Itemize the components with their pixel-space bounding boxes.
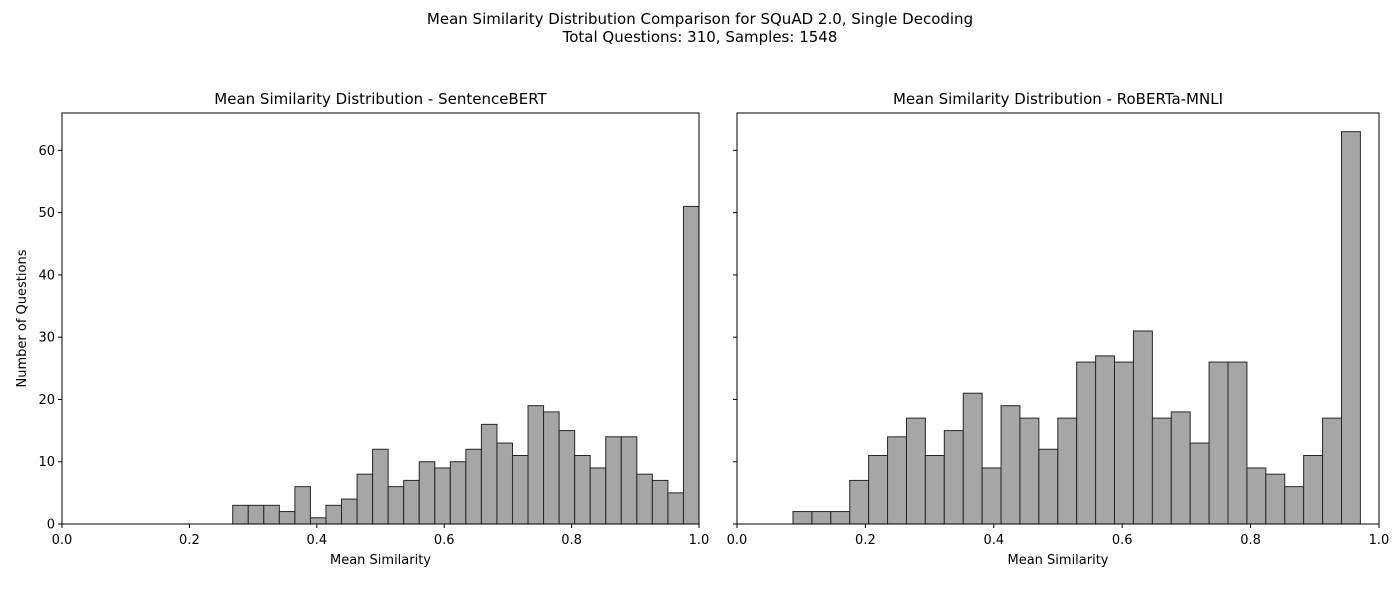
- histogram-bar: [434, 467, 451, 525]
- x-tick-label: 0.2: [179, 533, 200, 548]
- y-tick-label: 20: [38, 393, 55, 408]
- figure-title-line2: Total Questions: 310, Samples: 1548: [562, 28, 838, 46]
- histogram-bar: [511, 455, 529, 525]
- histogram-bar: [278, 511, 296, 525]
- histogram-bar: [1227, 361, 1248, 525]
- x-tick-label: 0.2: [855, 533, 876, 548]
- histogram-bar: [1303, 455, 1324, 525]
- histogram-bar: [480, 423, 498, 525]
- histogram-bar: [849, 479, 870, 525]
- histogram-bar: [792, 511, 813, 525]
- histogram-bar: [418, 461, 436, 525]
- histogram-bar: [1265, 473, 1286, 525]
- x-tick-label: 0.8: [561, 533, 582, 548]
- histogram-bar: [247, 504, 265, 525]
- histogram-bar: [1057, 417, 1078, 525]
- histogram-bar: [1038, 448, 1059, 525]
- histogram-bar: [387, 486, 405, 525]
- histogram-bar: [1113, 361, 1134, 525]
- histogram-panel-sentencebert: 0.0 0.2 0.4 0.6 0.8 1.0 0 10 20 30 40 50 60 Mean Simi…: [15, 90, 709, 568]
- histogram-bar: [574, 455, 591, 525]
- histogram-bar: [1095, 355, 1115, 525]
- x-tick-label: 0.0: [52, 533, 73, 548]
- histogram-bar: [1189, 442, 1210, 525]
- histogram-bar: [830, 511, 851, 525]
- histogram-bar: [1000, 405, 1021, 525]
- histogram-bar: [1246, 467, 1267, 525]
- histogram-bar: [943, 430, 964, 525]
- histogram-bar: [325, 504, 343, 525]
- x-axis-label: Mean Similarity: [1007, 553, 1108, 568]
- histogram-bar: [465, 448, 482, 525]
- x-tick-label: 0.0: [727, 533, 748, 548]
- histogram-bar: [543, 411, 560, 525]
- histogram-bar: [1151, 417, 1172, 525]
- x-tick-label: 0.6: [1112, 533, 1133, 548]
- histogram-bar: [981, 467, 1002, 525]
- y-tick-label: 0: [47, 518, 55, 533]
- x-tick-label: 1.0: [1369, 533, 1390, 548]
- histogram-bar: [1208, 361, 1229, 525]
- figure-title-line1: Mean Similarity Distribution Comparison …: [426, 10, 974, 28]
- histogram-bar: [620, 436, 638, 525]
- histogram-bar: [651, 479, 669, 525]
- histogram-bar: [682, 205, 700, 525]
- x-tick-label: 0.4: [306, 533, 327, 548]
- x-tick-label: 0.4: [983, 533, 1004, 548]
- histogram-bar: [589, 467, 607, 525]
- histogram-bar: [811, 511, 832, 525]
- x-tick-label: 0.6: [434, 533, 455, 548]
- histogram-bar: [1284, 486, 1305, 525]
- y-tick-label: 10: [38, 455, 55, 470]
- histogram-bar: [1170, 411, 1191, 525]
- panel-title: Mean Similarity Distribution - RoBERTa-M…: [893, 90, 1223, 108]
- x-axis-label: Mean Similarity: [330, 553, 431, 568]
- plot-area-frame: [736, 112, 1380, 525]
- histogram-bar: [868, 455, 889, 525]
- histogram-bar: [356, 473, 374, 525]
- y-tick-label: 50: [38, 206, 55, 221]
- histogram-bar: [527, 405, 545, 525]
- histogram-bar: [309, 517, 327, 525]
- plot-area-frame: [61, 112, 700, 525]
- histogram-bar: [605, 436, 622, 525]
- histogram-bar: [1341, 131, 1361, 525]
- histogram-bar: [1132, 330, 1153, 525]
- histogram-bar: [294, 486, 311, 525]
- histogram-bar: [1076, 361, 1097, 525]
- histogram-bar: [962, 392, 983, 525]
- histogram-bar: [449, 461, 467, 525]
- histogram-bar: [924, 455, 945, 525]
- histogram-bar: [905, 417, 926, 525]
- histogram-bar: [341, 498, 358, 525]
- histogram-bar: [232, 504, 249, 525]
- histogram-bar: [1019, 417, 1040, 525]
- histogram-bar: [403, 479, 420, 525]
- histogram-bar: [636, 473, 653, 525]
- x-tick-label: 1.0: [689, 533, 710, 548]
- histogram-panel-roberta-mnli: 0.0 0.2 0.4 0.6 0.8 1.0 Mean Similarity Distri…: [727, 90, 1390, 568]
- y-axis-label: Number of Questions: [15, 249, 30, 387]
- panel-title: Mean Similarity Distribution - SentenceB…: [214, 90, 547, 108]
- x-tick-label: 0.8: [1240, 533, 1261, 548]
- histogram-bar: [558, 430, 576, 525]
- y-tick-label: 40: [38, 268, 55, 283]
- histogram-bar: [1322, 417, 1343, 525]
- histogram-bar: [263, 504, 280, 525]
- histogram-bar: [372, 448, 389, 525]
- y-tick-label: 30: [38, 331, 55, 346]
- histogram-bar: [496, 442, 513, 525]
- histogram-bar: [887, 436, 907, 525]
- histogram-bar: [667, 492, 684, 525]
- y-tick-label: 60: [38, 144, 55, 159]
